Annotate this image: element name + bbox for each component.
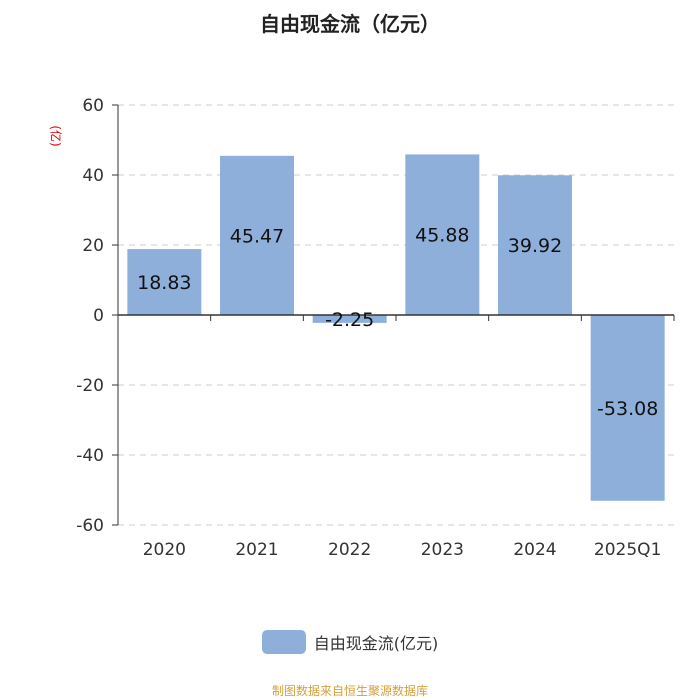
y-tick-label: 60 (82, 96, 104, 116)
x-tick-label: 2023 (421, 540, 464, 560)
bar (405, 154, 480, 315)
x-tick-label: 2021 (235, 540, 278, 560)
axes (112, 104, 675, 526)
y-tick-label: -20 (76, 376, 104, 396)
bar (220, 155, 294, 315)
x-tick-label: 2020 (143, 540, 186, 560)
data-label: -2.25 (325, 309, 374, 331)
legend-swatch (261, 630, 306, 654)
data-label: 39.92 (508, 235, 562, 257)
bars (127, 154, 665, 501)
gridlines (118, 104, 674, 526)
x-tick-label: 2025Q1 (594, 540, 661, 560)
x-tick-label: 2022 (328, 540, 371, 560)
legend[interactable]: 自由现金流(亿元) (0, 630, 700, 654)
y-tick-label: -40 (76, 446, 104, 466)
data-label: 45.47 (230, 225, 284, 247)
source-note: 制图数据来自恒生聚源数据库 (271, 684, 428, 698)
data-label: 45.88 (415, 225, 469, 247)
bar (127, 249, 202, 315)
x-tick-label: 2024 (513, 540, 556, 560)
data-label: -53.08 (597, 398, 658, 420)
y-tick-label: 20 (82, 236, 104, 256)
bar (498, 175, 572, 315)
y-tick-label: 0 (93, 306, 104, 326)
labels: -60 -40 -20 0 20 40 60 2020 2021 2022 2023 2024 2025… (76, 96, 661, 560)
data-label: 18.83 (137, 272, 191, 294)
bar (312, 315, 387, 323)
chart-title: 自由现金流（亿元） (260, 12, 440, 36)
bar (590, 315, 665, 501)
y-tick-label: -60 (76, 516, 104, 536)
y-tick-label: 40 (82, 166, 104, 186)
legend-label: 自由现金流(亿元) (313, 634, 439, 653)
